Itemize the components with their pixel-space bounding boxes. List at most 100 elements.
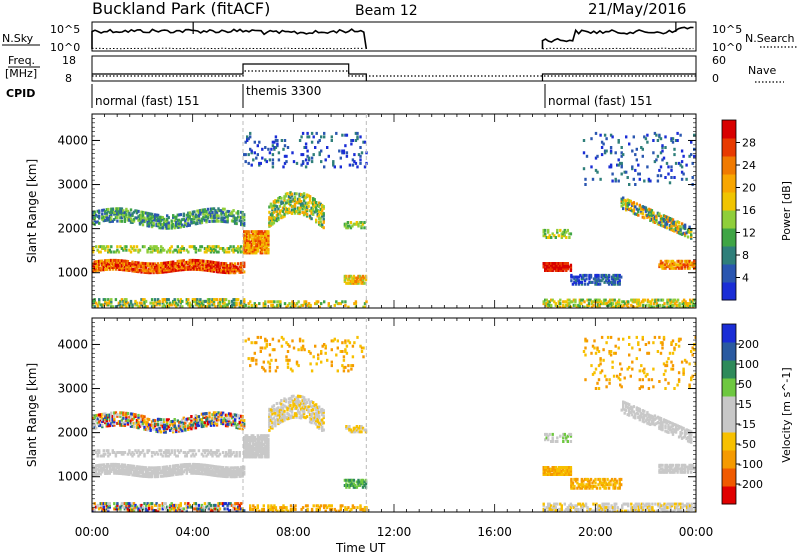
echo-cell: [132, 452, 136, 456]
echo-cell: [188, 267, 191, 271]
echo-cell: [259, 446, 262, 450]
echo-cell: [614, 177, 617, 181]
echo-cell: [544, 298, 547, 302]
echo-cell: [153, 299, 157, 303]
echo-cell: [344, 144, 347, 148]
echo-cell: [196, 259, 199, 262]
echo-cell: [185, 262, 188, 266]
echo-cell: [191, 267, 195, 271]
echo-cell: [166, 427, 169, 431]
colorbar-tick-label: 20: [742, 182, 756, 195]
echo-cell: [178, 265, 181, 268]
echo-cell: [125, 507, 128, 511]
echo-cell: [179, 429, 182, 433]
echo-cell: [146, 471, 149, 475]
echo-cell: [123, 268, 127, 272]
echo-cell: [152, 424, 155, 428]
echo-cell: [246, 135, 249, 139]
echo-cell: [293, 202, 297, 206]
echo-cell: [238, 248, 241, 252]
echo-cell: [194, 464, 198, 468]
echo-cell: [149, 425, 152, 429]
echo-cell: [677, 226, 681, 230]
echo-cell: [163, 267, 166, 270]
echo-cell: [125, 263, 128, 267]
echo-cell: [156, 423, 160, 427]
colorbar-tick-label: 8: [742, 249, 749, 262]
echo-cell: [264, 240, 267, 244]
echo-cell: [277, 212, 280, 216]
echo-cell: [212, 219, 216, 223]
echo-cell: [322, 206, 325, 210]
echo-cell: [250, 249, 253, 253]
echo-cell: [140, 217, 143, 221]
echo-cell: [609, 280, 612, 284]
echo-cell: [264, 446, 267, 450]
echo-cell: [170, 449, 173, 453]
echo-cell: [352, 280, 356, 283]
echo-cell: [215, 263, 219, 267]
echo-cell: [253, 251, 256, 255]
echo-cell: [281, 419, 285, 423]
echo-cell: [149, 269, 152, 273]
echo-cell: [163, 420, 166, 423]
echo-cell: [175, 268, 178, 272]
echo-cell: [185, 417, 188, 421]
echo-cell: [138, 222, 142, 226]
echo-cell: [649, 179, 652, 183]
echo-cell: [545, 263, 548, 267]
echo-cell: [223, 265, 226, 269]
echo-cell: [241, 216, 244, 220]
echo-cell: [211, 212, 214, 216]
echo-cell: [265, 455, 268, 459]
echo-cell: [167, 270, 170, 273]
echo-cell: [688, 230, 691, 234]
echo-cell: [105, 503, 108, 507]
echo-cell: [194, 452, 198, 456]
echo-cell: [258, 232, 261, 235]
echo-cell: [554, 303, 557, 307]
echo-cell: [164, 226, 167, 230]
echo-cell: [271, 219, 274, 222]
echo-cell: [596, 303, 600, 307]
echo-cell: [301, 202, 304, 206]
echo-cell: [666, 298, 669, 302]
echo-cell: [667, 219, 670, 223]
echo-cell: [318, 424, 321, 428]
echo-cell: [202, 268, 205, 272]
echo-cell: [129, 213, 133, 217]
echo-cell: [235, 502, 238, 506]
echo-cell: [212, 465, 216, 468]
echo-cell: [111, 449, 114, 453]
echo-cell: [185, 301, 188, 305]
echo-cell: [544, 267, 547, 271]
echo-cell: [243, 424, 246, 428]
echo-cell: [315, 209, 318, 213]
echo-cell: [264, 455, 267, 459]
echo-cell: [194, 250, 198, 254]
echo-cell: [550, 263, 553, 267]
echo-cell: [610, 282, 614, 286]
echo-cell: [573, 277, 576, 281]
echo-cell: [176, 472, 179, 476]
echo-cell: [188, 464, 191, 468]
echo-cell: [562, 234, 565, 238]
echo-cell: [156, 503, 160, 507]
echo-cell: [359, 154, 362, 158]
echo-cell: [217, 207, 220, 211]
echo-cell: [205, 417, 208, 421]
echo-cell: [310, 421, 313, 425]
echo-cell: [632, 211, 635, 215]
echo-cell: [271, 405, 274, 409]
echo-cell: [659, 261, 663, 265]
echo-cell: [172, 507, 175, 511]
echo-cell: [291, 151, 294, 155]
echo-cell: [232, 301, 235, 305]
echo-cell: [241, 469, 244, 473]
echo-cell: [149, 267, 152, 271]
echo-cell: [601, 277, 605, 281]
echo-cell: [274, 209, 277, 213]
echo-cell: [221, 267, 225, 271]
echo-cell: [117, 468, 121, 472]
echo-cell: [243, 247, 246, 251]
